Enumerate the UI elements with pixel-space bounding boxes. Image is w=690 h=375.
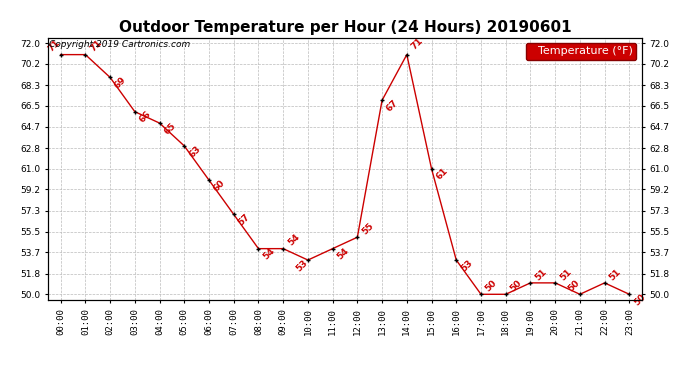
Point [55, 52, 66, 58]
Text: 50: 50 [632, 292, 647, 308]
Text: 54: 54 [262, 246, 277, 262]
Text: 61: 61 [434, 166, 449, 182]
Point [550, 280, 561, 286]
Point [574, 291, 585, 297]
Text: 57: 57 [237, 212, 252, 228]
Point [352, 234, 363, 240]
Point [377, 97, 388, 103]
Text: 71: 71 [410, 36, 425, 51]
Point [204, 177, 215, 183]
Point [624, 291, 635, 297]
Point [475, 291, 486, 297]
Point [451, 257, 462, 263]
Text: 53: 53 [459, 258, 474, 273]
Point [327, 246, 338, 252]
Text: 54: 54 [286, 232, 302, 248]
Text: 69: 69 [113, 75, 128, 90]
Legend: Temperature (°F): Temperature (°F) [526, 43, 636, 60]
Text: 51: 51 [533, 267, 549, 282]
Point [500, 291, 511, 297]
Point [80, 52, 91, 58]
Text: 66: 66 [137, 110, 152, 125]
Text: 65: 65 [162, 121, 177, 136]
Point [402, 52, 413, 58]
Point [105, 75, 116, 81]
Text: 50: 50 [566, 278, 581, 294]
Point [525, 280, 536, 286]
Text: 50: 50 [484, 278, 499, 294]
Text: 51: 51 [558, 267, 573, 282]
Text: 60: 60 [212, 178, 227, 193]
Point [426, 166, 437, 172]
Title: Outdoor Temperature per Hour (24 Hours) 20190601: Outdoor Temperature per Hour (24 Hours) … [119, 20, 571, 35]
Point [302, 257, 313, 263]
Text: 51: 51 [607, 267, 622, 282]
Point [179, 143, 190, 149]
Text: 71: 71 [88, 39, 104, 54]
Text: 71: 71 [47, 39, 62, 54]
Point [154, 120, 165, 126]
Text: Copyright 2019 Cartronics.com: Copyright 2019 Cartronics.com [50, 40, 190, 49]
Point [228, 211, 239, 217]
Text: 54: 54 [335, 246, 351, 262]
Text: 63: 63 [187, 144, 202, 159]
Text: 67: 67 [385, 98, 400, 113]
Point [253, 246, 264, 252]
Text: 55: 55 [360, 221, 375, 237]
Text: 53: 53 [294, 258, 309, 273]
Text: 50: 50 [509, 278, 524, 294]
Point [277, 246, 288, 252]
Point [129, 109, 140, 115]
Point [599, 280, 610, 286]
